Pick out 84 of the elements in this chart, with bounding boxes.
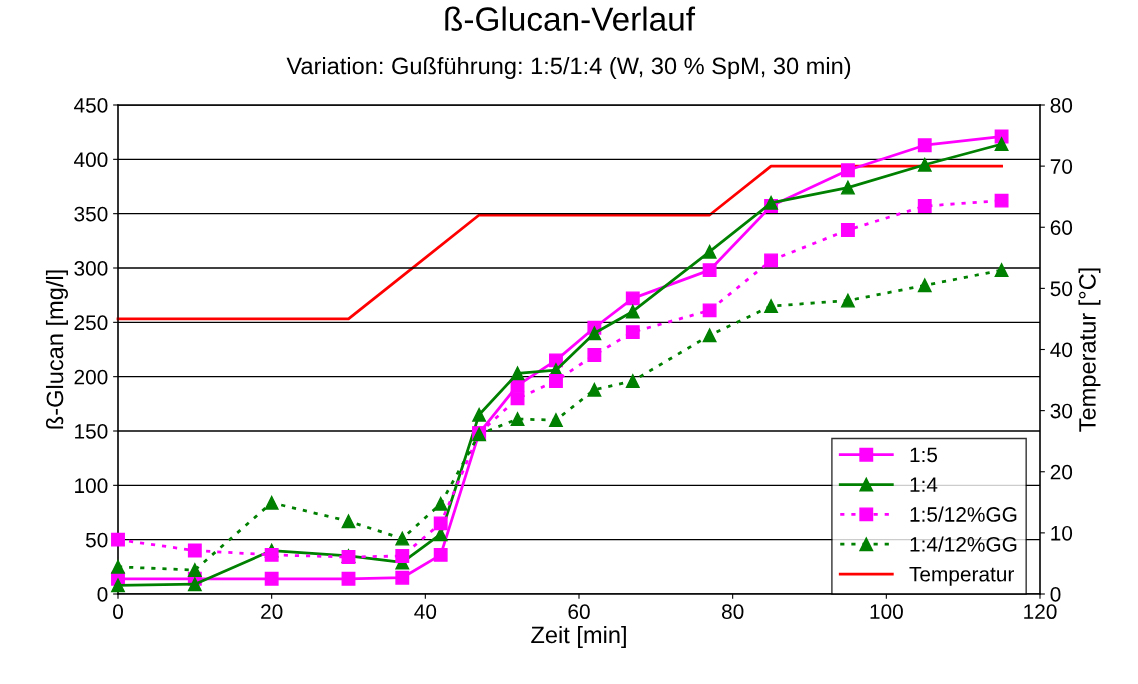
x-tick-label: 60 <box>568 604 590 620</box>
x-axis-title: Zeit [min] <box>531 625 626 648</box>
y2-axis-title: Temperatur [°C] <box>1078 268 1101 432</box>
y2-tick-label: 70 <box>1050 159 1073 174</box>
point <box>840 223 855 237</box>
y2-tick-label: 10 <box>1051 525 1073 541</box>
point <box>472 407 487 422</box>
x-tick-label: 120 <box>1024 604 1057 620</box>
point <box>111 559 125 574</box>
point <box>433 547 448 562</box>
point <box>187 577 202 592</box>
point <box>433 516 448 531</box>
point <box>264 495 279 510</box>
point <box>702 263 717 278</box>
point <box>702 303 717 318</box>
point <box>917 199 932 214</box>
point <box>625 374 640 388</box>
point <box>510 412 525 426</box>
point <box>187 563 202 578</box>
chart-title: ß-Glucan-Verlauf <box>445 6 696 31</box>
point <box>840 293 855 308</box>
x-tick-label: 20 <box>261 604 283 620</box>
point <box>840 163 855 178</box>
x-tick-label: 0 <box>113 604 123 620</box>
y2-tick-label: 30 <box>1050 403 1073 419</box>
x-tick-label: 40 <box>414 604 437 620</box>
point <box>341 514 356 529</box>
x-tick-label: 80 <box>721 604 744 620</box>
point <box>994 263 1009 278</box>
point <box>994 137 1009 152</box>
x-tick-label: 100 <box>870 604 903 620</box>
y2-tick-label: 20 <box>1050 464 1073 480</box>
point <box>764 253 779 268</box>
point <box>111 532 125 547</box>
point <box>625 325 640 340</box>
point <box>395 531 410 546</box>
point <box>764 195 779 210</box>
point <box>702 244 717 259</box>
legend-label: 1:4/12%GG <box>910 536 1017 552</box>
point <box>840 180 855 195</box>
point <box>264 571 279 586</box>
point <box>187 543 202 558</box>
point <box>395 549 410 563</box>
point <box>433 496 448 511</box>
y-tick-label: 50 <box>85 532 108 548</box>
y2-tick-label: 80 <box>1050 98 1073 113</box>
point <box>994 193 1009 208</box>
point <box>549 413 563 428</box>
y-tick-label: 300 <box>74 261 108 276</box>
point <box>510 366 525 381</box>
point <box>917 278 932 293</box>
point <box>917 138 932 153</box>
point <box>587 326 602 341</box>
point <box>764 299 779 313</box>
y-tick-label: 0 <box>97 587 108 602</box>
y2-tick-label: 60 <box>1050 220 1073 235</box>
y-tick-label: 450 <box>74 98 108 113</box>
point <box>111 578 125 593</box>
point <box>510 391 525 406</box>
point <box>587 382 602 397</box>
legend-label: Temperatur <box>909 567 1014 586</box>
y-axis-title: ß-Glucan [mg/l] <box>45 270 68 429</box>
y-tick-label: 400 <box>74 152 108 168</box>
point <box>549 374 563 388</box>
y-tick-label: 200 <box>74 369 108 385</box>
y2-tick-label: 50 <box>1050 281 1073 297</box>
point <box>625 304 640 319</box>
y2-tick-label: 40 <box>1050 342 1073 358</box>
y-tick-label: 150 <box>75 424 108 439</box>
legend-label: 1:5 <box>910 447 938 463</box>
y2-tick-label: 0 <box>1050 587 1061 602</box>
point <box>625 291 640 306</box>
point <box>587 347 602 362</box>
point <box>264 547 279 562</box>
legend-label: 1:4 <box>910 477 938 492</box>
chart-subtitle: Variation: Gußführung: 1:5/1:4 (W, 30 % SpM, 30 min) <box>286 57 851 79</box>
point <box>341 571 356 586</box>
point <box>395 570 410 585</box>
point <box>702 328 717 343</box>
y-tick-label: 100 <box>75 478 108 494</box>
y-tick-label: 350 <box>74 206 108 222</box>
point <box>917 157 932 172</box>
y-tick-label: 250 <box>74 315 108 331</box>
legend-label: 1:5/12%GG <box>910 506 1017 522</box>
